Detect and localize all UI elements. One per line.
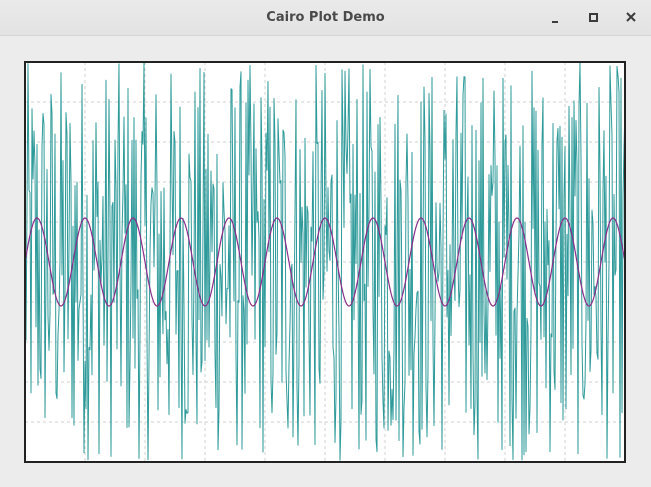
- minimize-icon: [552, 21, 558, 23]
- title-bar[interactable]: Cairo Plot Demo: [0, 0, 651, 36]
- minimize-button[interactable]: [548, 9, 564, 25]
- plot-frame: [24, 61, 626, 463]
- series-noise-line: [24, 62, 626, 461]
- plot-canvas: [24, 61, 626, 463]
- close-button[interactable]: [623, 9, 639, 25]
- maximize-button[interactable]: [585, 9, 601, 25]
- series-sine-line: [24, 217, 626, 307]
- close-icon: [626, 12, 636, 22]
- maximize-icon: [589, 13, 598, 22]
- plot-area: [24, 61, 626, 463]
- window-title: Cairo Plot Demo: [266, 10, 385, 25]
